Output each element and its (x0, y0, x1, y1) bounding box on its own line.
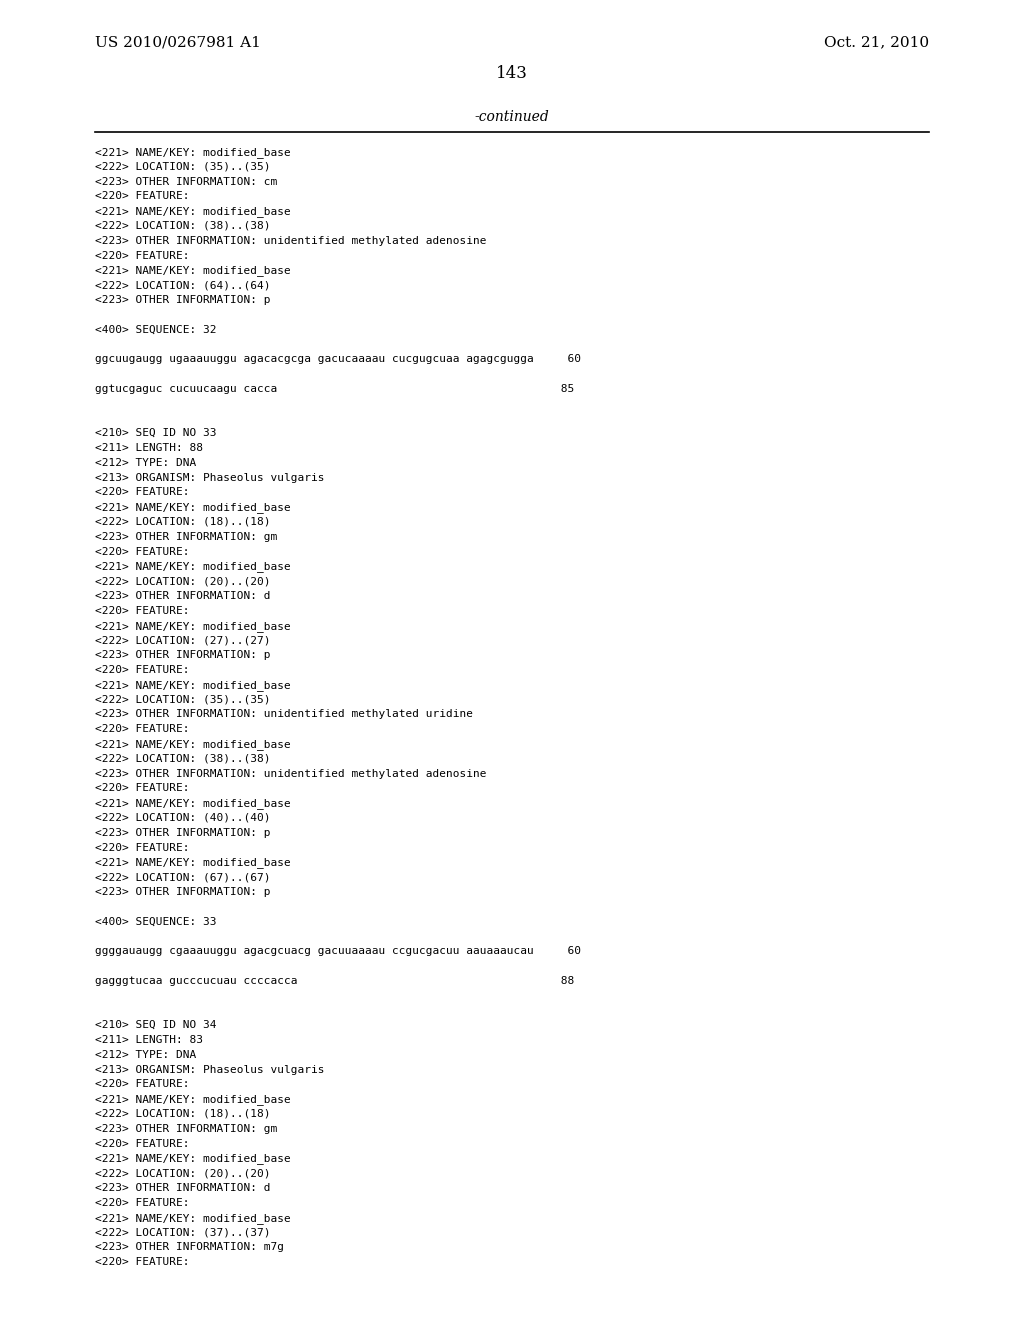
Text: US 2010/0267981 A1: US 2010/0267981 A1 (95, 36, 261, 49)
Text: <221> NAME/KEY: modified_base: <221> NAME/KEY: modified_base (95, 620, 291, 631)
Text: <221> NAME/KEY: modified_base: <221> NAME/KEY: modified_base (95, 206, 291, 216)
Text: <211> LENGTH: 88: <211> LENGTH: 88 (95, 444, 203, 453)
Text: <222> LOCATION: (35)..(35): <222> LOCATION: (35)..(35) (95, 162, 270, 172)
Text: <221> NAME/KEY: modified_base: <221> NAME/KEY: modified_base (95, 502, 291, 513)
Text: Oct. 21, 2010: Oct. 21, 2010 (824, 36, 929, 49)
Text: <220> FEATURE:: <220> FEATURE: (95, 606, 189, 616)
Text: ggggauaugg cgaaauuggu agacgcuacg gacuuaaaau ccgucgacuu aauaaaucau     60: ggggauaugg cgaaauuggu agacgcuacg gacuuaa… (95, 946, 581, 956)
Text: ggcuugaugg ugaaauuggu agacacgcga gacucaaaau cucgugcuaa agagcgugga     60: ggcuugaugg ugaaauuggu agacacgcga gacucaa… (95, 354, 581, 364)
Text: <223> OTHER INFORMATION: d: <223> OTHER INFORMATION: d (95, 591, 270, 601)
Text: <221> NAME/KEY: modified_base: <221> NAME/KEY: modified_base (95, 739, 291, 750)
Text: <223> OTHER INFORMATION: p: <223> OTHER INFORMATION: p (95, 887, 270, 898)
Text: <220> FEATURE:: <220> FEATURE: (95, 665, 189, 675)
Text: <220> FEATURE:: <220> FEATURE: (95, 546, 189, 557)
Text: ggtucgaguc cucuucaagu cacca                                          85: ggtucgaguc cucuucaagu cacca 85 (95, 384, 574, 393)
Text: <222> LOCATION: (38)..(38): <222> LOCATION: (38)..(38) (95, 220, 270, 231)
Text: <222> LOCATION: (40)..(40): <222> LOCATION: (40)..(40) (95, 813, 270, 822)
Text: <223> OTHER INFORMATION: m7g: <223> OTHER INFORMATION: m7g (95, 1242, 284, 1253)
Text: <221> NAME/KEY: modified_base: <221> NAME/KEY: modified_base (95, 561, 291, 573)
Text: <222> LOCATION: (37)..(37): <222> LOCATION: (37)..(37) (95, 1228, 270, 1237)
Text: <211> LENGTH: 83: <211> LENGTH: 83 (95, 1035, 203, 1045)
Text: <221> NAME/KEY: modified_base: <221> NAME/KEY: modified_base (95, 680, 291, 690)
Text: <221> NAME/KEY: modified_base: <221> NAME/KEY: modified_base (95, 265, 291, 276)
Text: <220> FEATURE:: <220> FEATURE: (95, 1257, 189, 1267)
Text: <221> NAME/KEY: modified_base: <221> NAME/KEY: modified_base (95, 1154, 291, 1164)
Text: <210> SEQ ID NO 34: <210> SEQ ID NO 34 (95, 1020, 216, 1030)
Text: <220> FEATURE:: <220> FEATURE: (95, 1080, 189, 1089)
Text: <220> FEATURE:: <220> FEATURE: (95, 191, 189, 202)
Text: <221> NAME/KEY: modified_base: <221> NAME/KEY: modified_base (95, 1213, 291, 1224)
Text: <222> LOCATION: (38)..(38): <222> LOCATION: (38)..(38) (95, 754, 270, 764)
Text: <223> OTHER INFORMATION: unidentified methylated adenosine: <223> OTHER INFORMATION: unidentified me… (95, 768, 486, 779)
Text: <223> OTHER INFORMATION: d: <223> OTHER INFORMATION: d (95, 1183, 270, 1193)
Text: <222> LOCATION: (64)..(64): <222> LOCATION: (64)..(64) (95, 280, 270, 290)
Text: <222> LOCATION: (20)..(20): <222> LOCATION: (20)..(20) (95, 577, 270, 586)
Text: gagggtucaa gucccucuau ccccacca                                       88: gagggtucaa gucccucuau ccccacca 88 (95, 975, 574, 986)
Text: <222> LOCATION: (27)..(27): <222> LOCATION: (27)..(27) (95, 635, 270, 645)
Text: <222> LOCATION: (35)..(35): <222> LOCATION: (35)..(35) (95, 694, 270, 705)
Text: <220> FEATURE:: <220> FEATURE: (95, 487, 189, 498)
Text: <223> OTHER INFORMATION: p: <223> OTHER INFORMATION: p (95, 828, 270, 838)
Text: <220> FEATURE:: <220> FEATURE: (95, 783, 189, 793)
Text: <221> NAME/KEY: modified_base: <221> NAME/KEY: modified_base (95, 858, 291, 869)
Text: <221> NAME/KEY: modified_base: <221> NAME/KEY: modified_base (95, 799, 291, 809)
Text: <223> OTHER INFORMATION: unidentified methylated uridine: <223> OTHER INFORMATION: unidentified me… (95, 709, 473, 719)
Text: <220> FEATURE:: <220> FEATURE: (95, 1197, 189, 1208)
Text: <223> OTHER INFORMATION: p: <223> OTHER INFORMATION: p (95, 651, 270, 660)
Text: <222> LOCATION: (67)..(67): <222> LOCATION: (67)..(67) (95, 873, 270, 882)
Text: <223> OTHER INFORMATION: gm: <223> OTHER INFORMATION: gm (95, 1123, 278, 1134)
Text: <220> FEATURE:: <220> FEATURE: (95, 842, 189, 853)
Text: <221> NAME/KEY: modified_base: <221> NAME/KEY: modified_base (95, 1094, 291, 1105)
Text: <222> LOCATION: (18)..(18): <222> LOCATION: (18)..(18) (95, 1109, 270, 1119)
Text: <212> TYPE: DNA: <212> TYPE: DNA (95, 1049, 197, 1060)
Text: <222> LOCATION: (18)..(18): <222> LOCATION: (18)..(18) (95, 517, 270, 527)
Text: <210> SEQ ID NO 33: <210> SEQ ID NO 33 (95, 428, 216, 438)
Text: <400> SEQUENCE: 32: <400> SEQUENCE: 32 (95, 325, 216, 334)
Text: <223> OTHER INFORMATION: cm: <223> OTHER INFORMATION: cm (95, 177, 278, 186)
Text: <222> LOCATION: (20)..(20): <222> LOCATION: (20)..(20) (95, 1168, 270, 1179)
Text: <400> SEQUENCE: 33: <400> SEQUENCE: 33 (95, 916, 216, 927)
Text: <223> OTHER INFORMATION: p: <223> OTHER INFORMATION: p (95, 294, 270, 305)
Text: 143: 143 (496, 65, 528, 82)
Text: <220> FEATURE:: <220> FEATURE: (95, 251, 189, 260)
Text: <213> ORGANISM: Phaseolus vulgaris: <213> ORGANISM: Phaseolus vulgaris (95, 473, 325, 483)
Text: <212> TYPE: DNA: <212> TYPE: DNA (95, 458, 197, 467)
Text: <221> NAME/KEY: modified_base: <221> NAME/KEY: modified_base (95, 147, 291, 158)
Text: <223> OTHER INFORMATION: unidentified methylated adenosine: <223> OTHER INFORMATION: unidentified me… (95, 236, 486, 246)
Text: -continued: -continued (475, 110, 549, 124)
Text: <213> ORGANISM: Phaseolus vulgaris: <213> ORGANISM: Phaseolus vulgaris (95, 1065, 325, 1074)
Text: <220> FEATURE:: <220> FEATURE: (95, 725, 189, 734)
Text: <223> OTHER INFORMATION: gm: <223> OTHER INFORMATION: gm (95, 532, 278, 541)
Text: <220> FEATURE:: <220> FEATURE: (95, 1139, 189, 1148)
